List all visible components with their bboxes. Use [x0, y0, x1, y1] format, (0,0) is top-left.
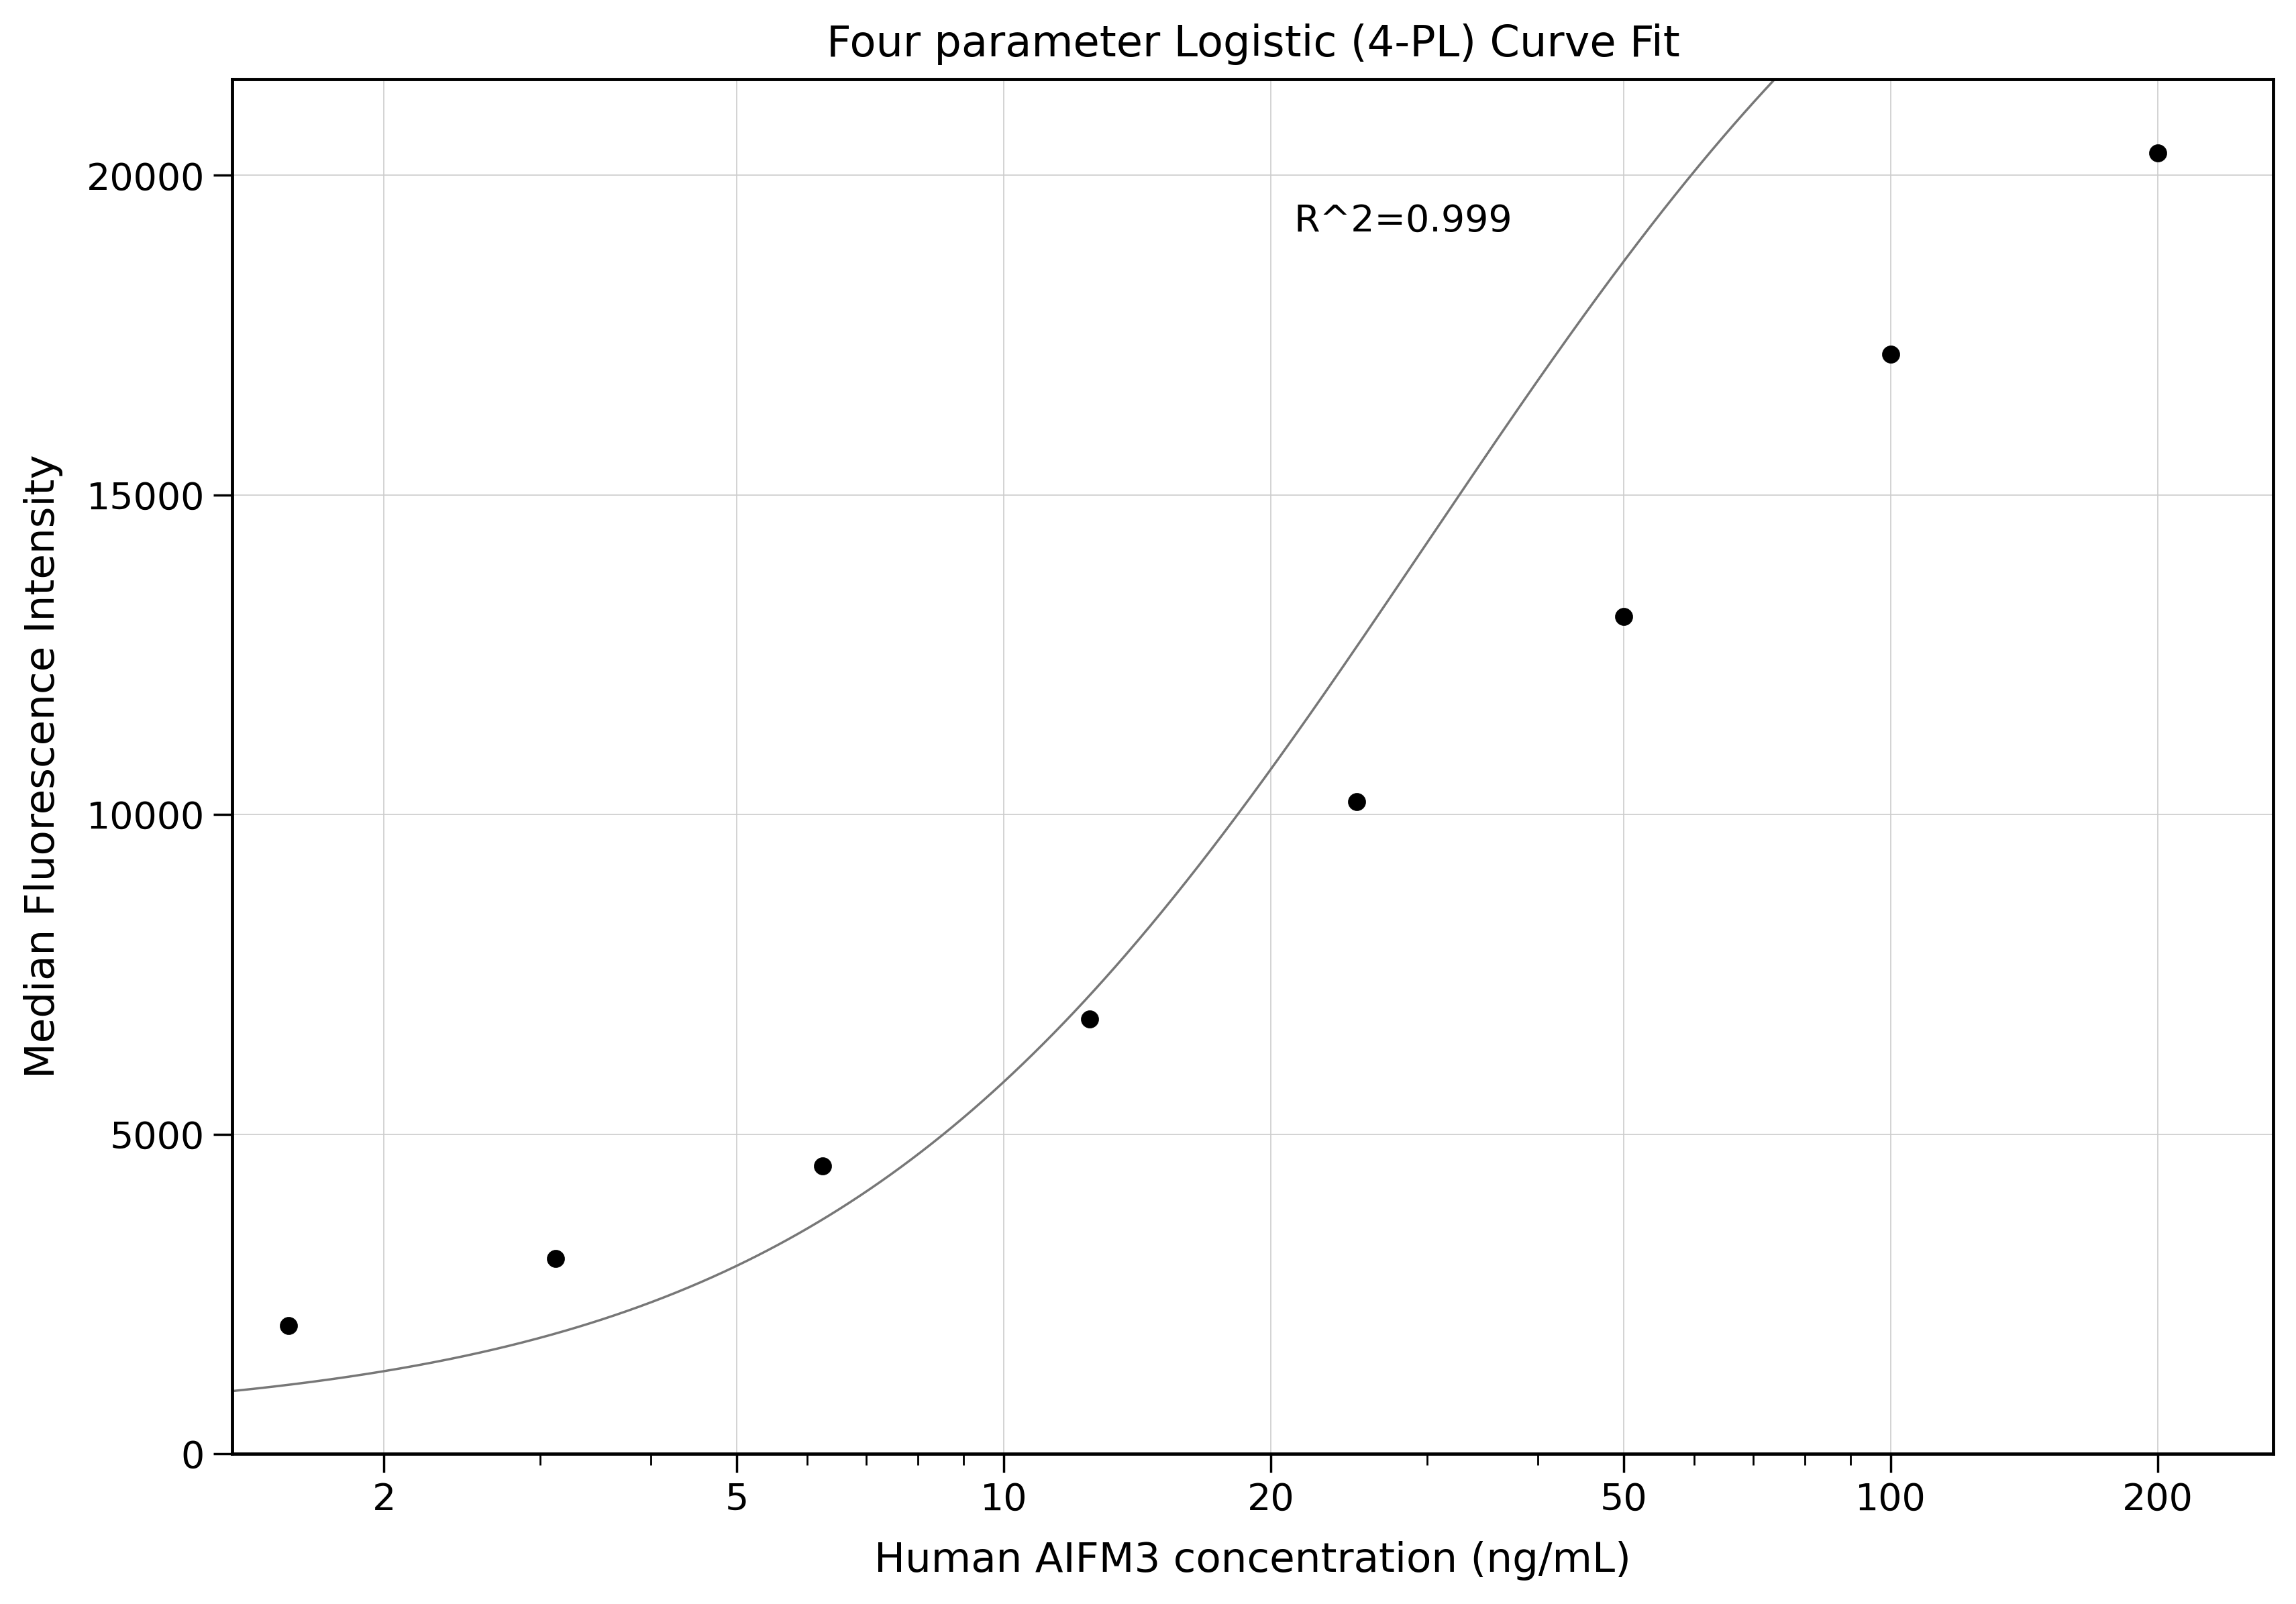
- Point: [1339, 789, 1375, 815]
- Point: [1871, 342, 1908, 367]
- Text: R^2=0.999: R^2=0.999: [1293, 204, 1511, 239]
- Point: [2140, 140, 2177, 165]
- Title: Four parameter Logistic (4-PL) Curve Fit: Four parameter Logistic (4-PL) Curve Fit: [827, 24, 1678, 64]
- Point: [1605, 603, 1642, 629]
- X-axis label: Human AIFM3 concentration (ng/mL): Human AIFM3 concentration (ng/mL): [875, 1541, 1630, 1580]
- Point: [1072, 1006, 1109, 1031]
- Point: [804, 1153, 840, 1179]
- Point: [537, 1246, 574, 1272]
- Point: [271, 1314, 308, 1339]
- Y-axis label: Median Fluorescence Intensity: Median Fluorescence Intensity: [23, 456, 62, 1078]
